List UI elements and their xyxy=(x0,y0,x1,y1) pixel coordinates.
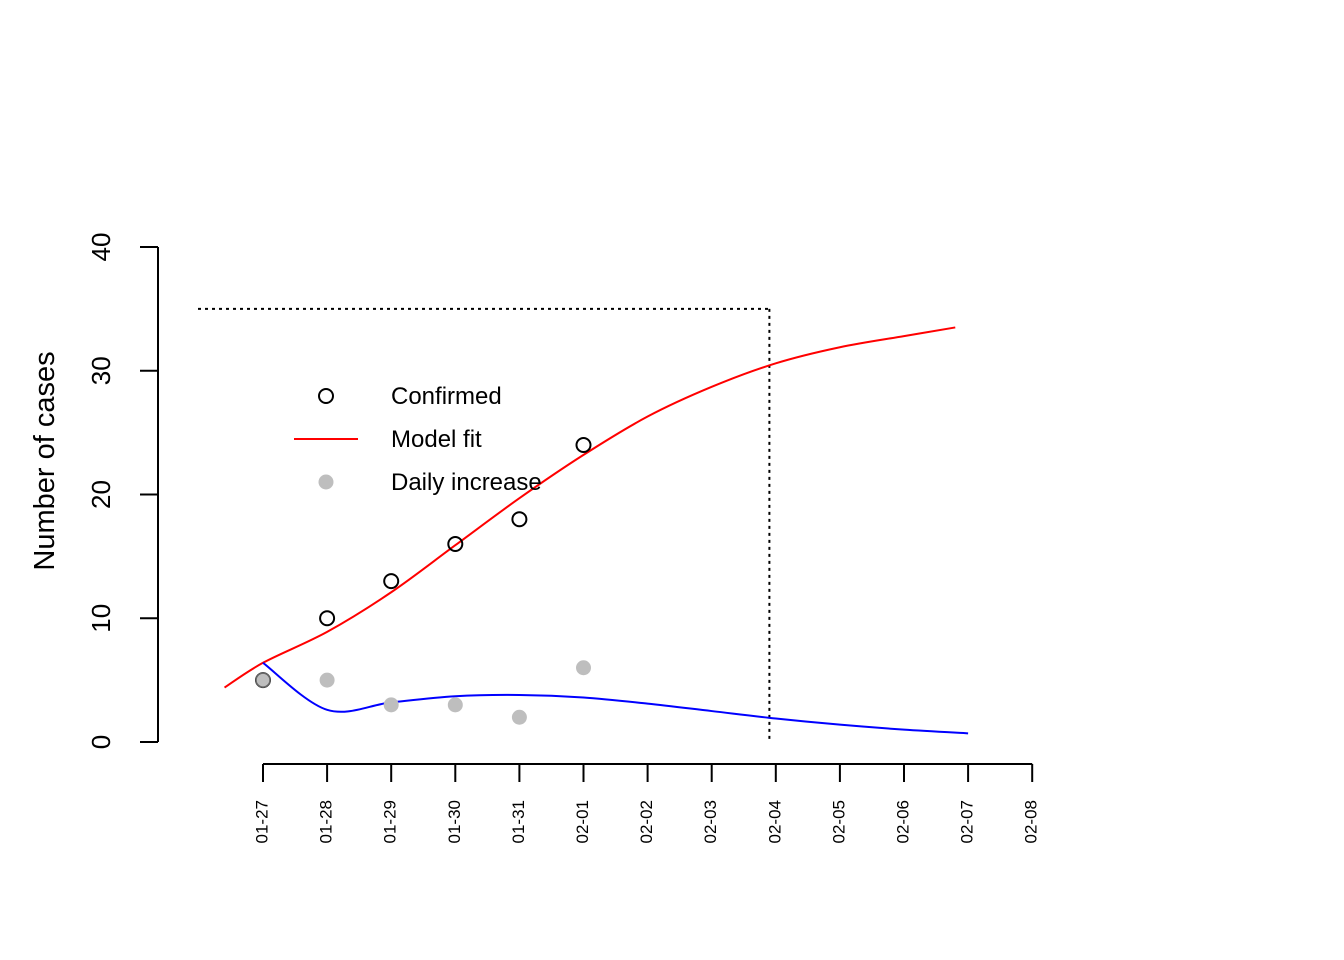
daily-increase-point xyxy=(255,672,271,688)
legend: Confirmed Model fit Daily increase xyxy=(294,383,542,496)
confirmed-point-overlay xyxy=(255,672,271,688)
x-tick-label: 01-31 xyxy=(509,800,528,843)
y-tick-label: 30 xyxy=(86,356,116,385)
reference-lines xyxy=(198,307,771,742)
legend-symbol-open-circle xyxy=(318,388,334,404)
x-tick-label: 01-28 xyxy=(317,800,336,843)
x-tick-label: 02-01 xyxy=(573,800,592,843)
confirmed-point xyxy=(575,437,592,453)
x-tick-label: 01-30 xyxy=(445,800,464,843)
daily-increase-point xyxy=(447,697,463,713)
x-tick-label: 02-08 xyxy=(1022,800,1041,843)
y-tick-label: 10 xyxy=(86,604,116,633)
series-lines xyxy=(223,326,969,735)
confirmed-point xyxy=(383,573,400,590)
x-tick-label: 02-03 xyxy=(701,800,720,843)
daily-increase-point xyxy=(319,672,335,688)
x-tick-label: 02-06 xyxy=(893,800,912,843)
daily-increase-point xyxy=(383,697,399,713)
legend-label: Confirmed xyxy=(391,383,502,410)
daily-increase-point xyxy=(576,660,591,676)
y-tick-label: 20 xyxy=(86,480,116,509)
x-tick-label: 01-29 xyxy=(381,800,400,843)
x-axis: 01-27 01-28 01-29 01-30 01-31 02-01 02-02 02-03… xyxy=(252,763,1041,843)
confirmed-point xyxy=(319,610,336,627)
y-axis: 0 10 20 30 40 xyxy=(86,233,159,749)
legend-symbol-filled-circle xyxy=(318,474,334,490)
x-tick-label: 02-04 xyxy=(765,800,784,843)
confirmed-point xyxy=(511,511,528,528)
x-tick-label: 02-07 xyxy=(958,800,977,843)
series-points xyxy=(255,437,592,725)
x-tick-label: 02-02 xyxy=(637,800,656,843)
y-tick-label: 0 xyxy=(86,735,116,749)
daily-increase-point xyxy=(511,709,527,725)
legend-label: Model fit xyxy=(391,426,482,453)
confirmed-point xyxy=(447,536,464,552)
y-axis-title: Number of cases xyxy=(29,351,61,570)
model-fit-line xyxy=(223,326,956,689)
legend-label: Daily increase xyxy=(391,469,542,496)
y-tick-label: 40 xyxy=(86,233,116,262)
x-tick-label: 02-05 xyxy=(829,800,848,843)
x-tick-label: 01-27 xyxy=(252,800,271,843)
daily-increase-model-line xyxy=(262,661,969,735)
